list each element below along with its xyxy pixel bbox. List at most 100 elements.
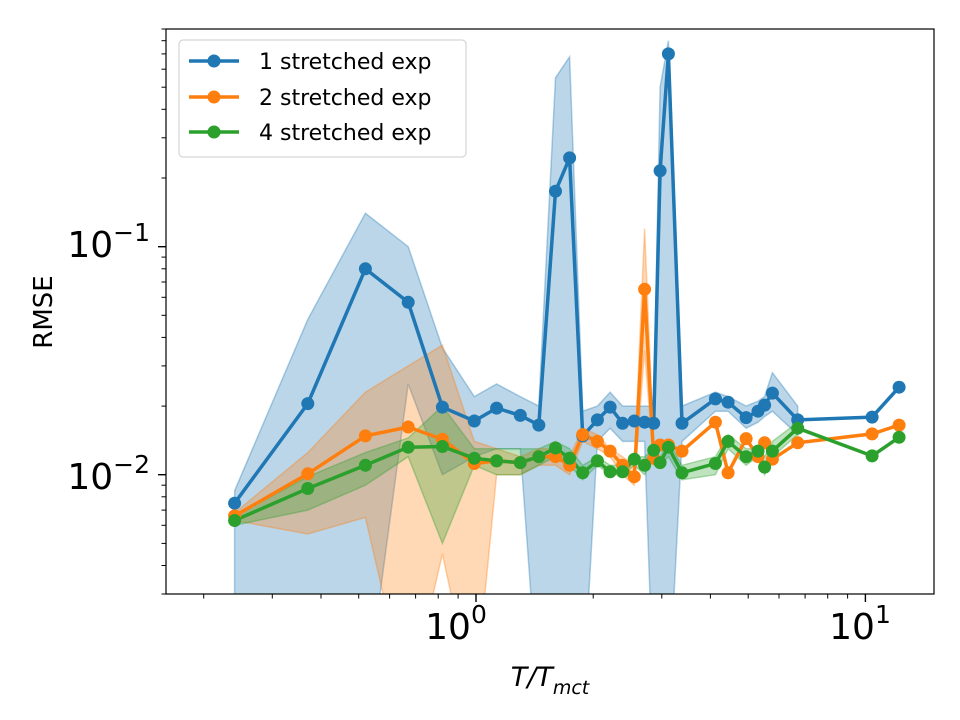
point-series-2 bbox=[638, 282, 652, 296]
point-series-3 bbox=[647, 443, 661, 457]
point-series-3 bbox=[490, 454, 504, 468]
point-series-2 bbox=[865, 427, 879, 441]
legend-item-2: 2 stretched exp bbox=[189, 86, 431, 111]
legend-marker-1 bbox=[207, 54, 221, 68]
point-series-1 bbox=[653, 164, 667, 178]
point-series-1 bbox=[647, 416, 661, 430]
point-series-2 bbox=[739, 432, 753, 446]
legend-label-3: 4 stretched exp bbox=[259, 121, 431, 146]
point-series-1 bbox=[865, 410, 879, 424]
point-series-3 bbox=[549, 441, 562, 455]
point-series-3 bbox=[435, 440, 449, 453]
point-series-2 bbox=[627, 470, 641, 484]
point-series-3 bbox=[616, 465, 630, 479]
y-tick-1-base: 10 bbox=[67, 457, 113, 498]
x-tick-1-base: 10 bbox=[425, 607, 471, 648]
point-series-3 bbox=[228, 514, 242, 527]
series-markers bbox=[228, 47, 906, 527]
x-tick-label-2: 101 bbox=[829, 600, 891, 648]
point-series-1 bbox=[467, 414, 481, 428]
point-series-2 bbox=[791, 436, 805, 450]
point-series-3 bbox=[758, 460, 772, 474]
x-tick-2-exp: 1 bbox=[875, 600, 891, 629]
legend-item-3: 4 stretched exp bbox=[189, 121, 431, 146]
point-series-3 bbox=[301, 482, 315, 495]
point-series-3 bbox=[791, 421, 805, 435]
point-series-2 bbox=[358, 429, 372, 443]
legend-item-1: 1 stretched exp bbox=[189, 50, 431, 75]
x-tick-label-1: 100 bbox=[425, 600, 487, 648]
point-series-2 bbox=[892, 418, 906, 432]
point-series-1 bbox=[563, 151, 577, 165]
point-series-3 bbox=[708, 457, 722, 470]
legend-marker-2 bbox=[207, 90, 221, 104]
legend-box bbox=[178, 39, 467, 158]
point-series-2 bbox=[301, 467, 315, 481]
point-series-1 bbox=[549, 184, 562, 198]
point-series-3 bbox=[590, 454, 604, 468]
point-series-2 bbox=[401, 420, 415, 434]
point-series-2 bbox=[675, 444, 689, 458]
point-series-1 bbox=[435, 400, 449, 414]
point-series-1 bbox=[721, 395, 735, 409]
point-series-2 bbox=[603, 444, 617, 458]
y-tick-label-1: 10−2 bbox=[67, 450, 150, 498]
point-series-1 bbox=[590, 413, 604, 427]
point-series-1 bbox=[490, 401, 504, 415]
point-series-1 bbox=[401, 295, 415, 309]
point-series-3 bbox=[892, 430, 906, 444]
point-series-3 bbox=[627, 452, 641, 466]
y-axis-label: RMSE bbox=[29, 275, 59, 348]
point-series-3 bbox=[513, 456, 527, 470]
point-series-3 bbox=[467, 451, 481, 465]
legend-marker-3 bbox=[207, 125, 221, 139]
point-series-1 bbox=[228, 496, 242, 510]
point-series-3 bbox=[576, 466, 590, 480]
point-series-1 bbox=[627, 414, 641, 428]
point-series-3 bbox=[661, 440, 675, 454]
point-series-1 bbox=[301, 397, 315, 411]
point-series-3 bbox=[751, 444, 765, 458]
point-series-2 bbox=[708, 415, 722, 429]
point-series-3 bbox=[739, 450, 753, 464]
point-series-1 bbox=[765, 386, 779, 400]
x-tick-2-base: 10 bbox=[829, 607, 875, 648]
svg-text:10−1: 10−1 bbox=[67, 218, 150, 266]
point-series-1 bbox=[661, 47, 675, 61]
point-series-1 bbox=[358, 262, 372, 276]
x-tick-1-exp: 0 bbox=[471, 600, 487, 629]
svg-text:101: 101 bbox=[829, 600, 891, 648]
point-series-3 bbox=[865, 449, 879, 463]
svg-text:10−2: 10−2 bbox=[67, 450, 150, 498]
point-series-3 bbox=[638, 458, 652, 472]
point-series-1 bbox=[675, 416, 689, 430]
point-series-1 bbox=[892, 380, 906, 394]
point-series-3 bbox=[401, 440, 415, 454]
point-series-3 bbox=[653, 456, 667, 470]
legend: 1 stretched exp 2 stretched exp 4 stretc… bbox=[178, 39, 467, 158]
point-series-3 bbox=[358, 458, 372, 472]
major-ticks bbox=[158, 245, 867, 602]
point-series-1 bbox=[758, 398, 772, 412]
point-series-3 bbox=[675, 466, 689, 480]
point-series-3 bbox=[765, 444, 779, 458]
point-series-2 bbox=[721, 466, 735, 480]
y-tick-2-exp: −1 bbox=[113, 218, 150, 247]
legend-label-2: 2 stretched exp bbox=[259, 86, 431, 111]
plot-frame bbox=[165, 28, 935, 595]
point-series-1 bbox=[603, 400, 617, 414]
point-series-3 bbox=[532, 450, 546, 464]
point-series-1 bbox=[532, 418, 546, 432]
y-tick-1-exp: −2 bbox=[113, 450, 150, 479]
x-axis-label: T/Tmct bbox=[511, 662, 591, 699]
svg-text:100: 100 bbox=[425, 600, 487, 648]
point-series-3 bbox=[563, 451, 577, 465]
minor-ticks bbox=[161, 28, 849, 599]
point-series-1 bbox=[708, 392, 722, 406]
point-series-1 bbox=[513, 408, 527, 422]
legend-label-1: 1 stretched exp bbox=[259, 50, 431, 75]
y-tick-2-base: 10 bbox=[67, 225, 113, 266]
point-series-3 bbox=[721, 434, 735, 448]
point-series-1 bbox=[616, 416, 630, 430]
